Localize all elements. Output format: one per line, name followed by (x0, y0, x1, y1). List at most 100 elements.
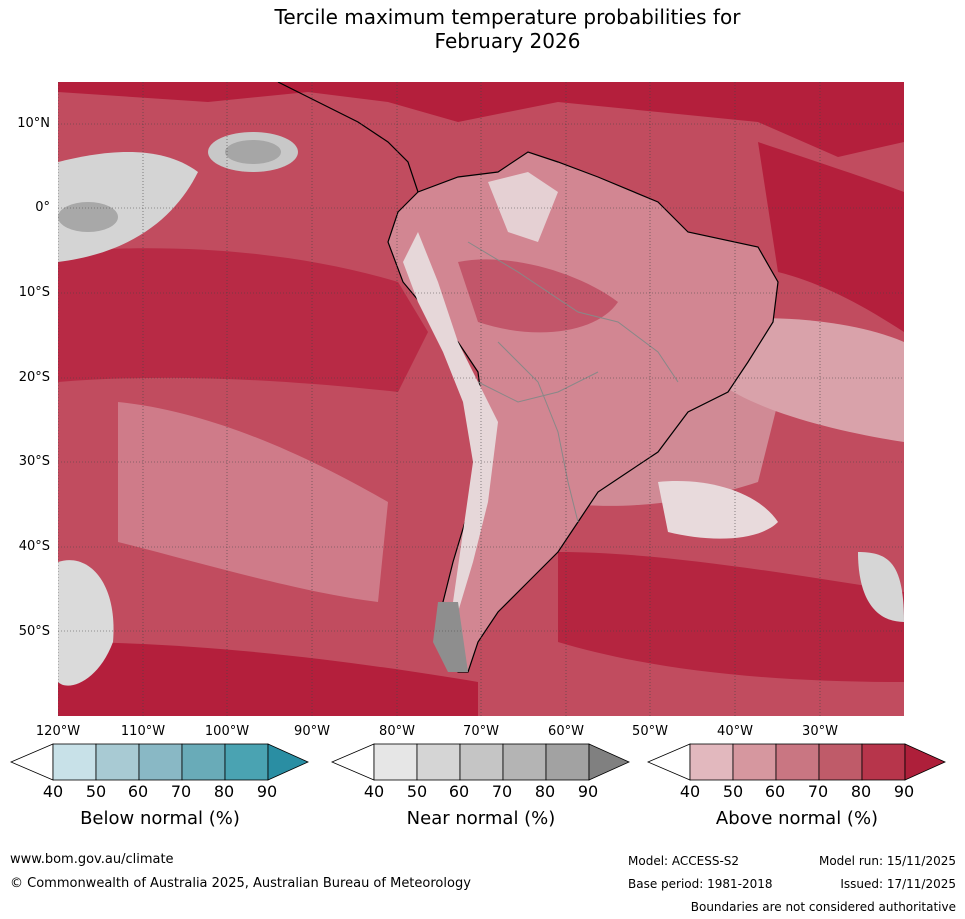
colorbar-below-normal (9, 743, 309, 781)
legend-ticks-below: 40 50 60 70 80 90 (10, 782, 310, 802)
graticule (58, 82, 904, 716)
legend-tick: 60 (127, 782, 149, 801)
colorbar-segment (732, 743, 777, 781)
website-link[interactable]: www.bom.gov.au/climate (10, 852, 174, 867)
colorbar-segment (545, 743, 590, 781)
legend-title-below: Below normal (%) (80, 808, 240, 829)
legend-tick: 70 (807, 782, 829, 801)
colorbar-segment (373, 743, 418, 781)
lon-label-40w: 40°W (717, 724, 753, 739)
colorbar-above-normal (646, 743, 946, 781)
legend-near-normal: 40 50 60 70 80 90 (330, 742, 631, 801)
colorbar-extend-high (904, 743, 946, 781)
colorbar-extend-high (267, 743, 309, 781)
colorbar-segment (689, 743, 734, 781)
legend-tick: 40 (363, 782, 385, 801)
legend-ticks-near: 40 50 60 70 80 90 (331, 782, 631, 802)
legend-tick: 80 (850, 782, 872, 801)
model-text: Model: ACCESS-S2 (628, 854, 740, 868)
colorbar-near-normal (330, 743, 630, 781)
colorbar-segment (502, 743, 547, 781)
border-line-1 (467, 241, 679, 383)
legend-tick: 80 (534, 782, 556, 801)
legend-tick: 60 (764, 782, 786, 801)
legend-ticks-above: 40 50 60 70 80 90 (647, 782, 947, 802)
colorbar-segment (224, 743, 269, 781)
lat-label-30s: 30°S (18, 454, 50, 469)
border-line-2 (497, 341, 579, 523)
land-light-zone-north (488, 172, 558, 242)
grey-zone-southwest (58, 560, 114, 686)
colorbar-segment (95, 743, 140, 781)
grey-dark-patch-2 (225, 140, 281, 164)
legend-title-near: Near normal (%) (406, 808, 556, 829)
title-line-1: Tercile maximum temperature probabilitie… (274, 5, 741, 29)
dark-red-zone-southatlantic (558, 552, 904, 682)
grey-zone-east (858, 552, 904, 622)
patagonia-grey (433, 602, 468, 672)
legend-tick: 70 (491, 782, 513, 801)
model-run-text: Model run: 15/11/2025 (818, 854, 956, 868)
title-line-2: February 2026 (434, 29, 581, 53)
lon-label-110w: 110°W (120, 724, 166, 739)
amazon-red-zone (458, 259, 618, 333)
colorbar-extend-low (330, 743, 375, 781)
border-line-3 (477, 371, 599, 403)
colorbar-segment (52, 743, 97, 781)
probability-map (58, 82, 904, 716)
map-svg (58, 82, 904, 716)
legend-tick: 90 (256, 782, 278, 801)
dark-red-zone-pacific (58, 248, 428, 392)
grey-zone-equatorial-pacific (58, 152, 198, 262)
lon-label-120w: 120°W (35, 724, 81, 739)
lat-label-0: 0° (35, 200, 50, 215)
colorbar-segment (138, 743, 183, 781)
lon-label-50w: 50°W (632, 724, 668, 739)
lat-label-10n: 10°N (17, 116, 50, 131)
colorbar-extend-high (588, 743, 630, 781)
legend-title-above: Above normal (%) (715, 808, 879, 829)
legend-above-normal: 40 50 60 70 80 90 (646, 742, 947, 801)
lon-label-90w: 90°W (294, 724, 330, 739)
andes-light-strip (403, 232, 498, 612)
legend-tick: 50 (406, 782, 428, 801)
lat-label-10s: 10°S (18, 285, 50, 300)
legend-tick: 50 (85, 782, 107, 801)
map-title: Tercile maximum temperature probabilitie… (0, 5, 965, 53)
central-america-coast (277, 82, 419, 193)
dark-red-zone-atlantic (758, 142, 904, 332)
colorbar-segment (459, 743, 504, 781)
legend-tick: 80 (213, 782, 235, 801)
copyright-text: © Commonwealth of Australia 2025, Austra… (10, 876, 471, 891)
lon-label-80w: 80°W (379, 724, 415, 739)
base-period-text: Base period: 1981-2018 (628, 877, 773, 891)
issued-text: Issued: 17/11/2025 (840, 877, 956, 891)
legend-tick: 40 (679, 782, 701, 801)
legend-below-normal: 40 50 60 70 80 90 (9, 742, 310, 801)
legend-tick: 90 (893, 782, 915, 801)
grey-zone-southatlantic (658, 481, 778, 539)
legend-tick: 60 (448, 782, 470, 801)
legend-tick: 90 (577, 782, 599, 801)
lon-label-60w: 60°W (548, 724, 584, 739)
lon-label-100w: 100°W (204, 724, 250, 739)
colorbar-extend-low (9, 743, 54, 781)
colorbar-segment (775, 743, 820, 781)
legend-tick: 40 (42, 782, 64, 801)
lat-label-20s: 20°S (18, 370, 50, 385)
colorbar-extend-low (646, 743, 691, 781)
lat-label-40s: 40°S (18, 539, 50, 554)
dark-red-zone-south (58, 642, 478, 716)
colorbar-segment (416, 743, 461, 781)
light-pink-zone-1 (118, 402, 388, 602)
legend-tick: 50 (722, 782, 744, 801)
grey-dark-patch-1 (58, 202, 118, 232)
lat-label-50s: 50°S (18, 624, 50, 639)
dark-red-zone-north (58, 82, 904, 157)
disclaimer-text: Boundaries are not considered authoritat… (690, 900, 956, 914)
lon-label-30w: 30°W (802, 724, 838, 739)
lon-label-70w: 70°W (463, 724, 499, 739)
colorbar-segment (861, 743, 906, 781)
legend-tick: 70 (170, 782, 192, 801)
colorbar-segment (181, 743, 226, 781)
